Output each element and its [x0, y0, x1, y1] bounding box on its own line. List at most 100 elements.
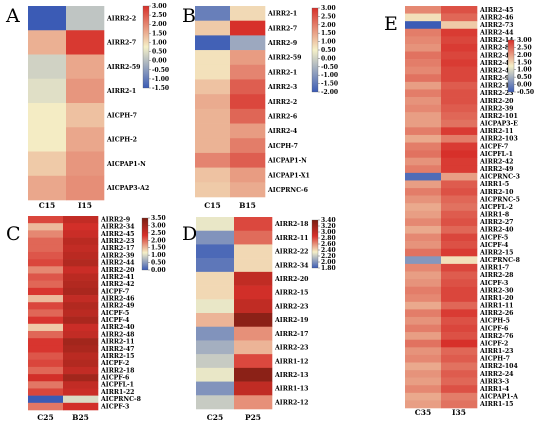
heatmap-cell [28, 244, 64, 253]
heatmap-cell [441, 150, 478, 158]
heatmap-cell [230, 79, 266, 95]
heatmap-cell [441, 21, 478, 30]
heatmap-cell [196, 326, 235, 341]
heatmap-cell [441, 165, 478, 174]
row-label: AICPF-3 [100, 403, 129, 410]
heatmap-cell [405, 28, 442, 37]
colorbar-tick-label: 0.50 [151, 260, 166, 267]
heatmap-cell [441, 142, 478, 151]
panel-e: EAIRR2-45AIRR2-46AIRR2-73AIRR2-44AIRR2-1… [384, 6, 534, 417]
heatmap-cell [441, 104, 478, 113]
heatmap-cell [196, 367, 235, 382]
colorbar-tick-label: 3.20 [321, 223, 336, 230]
heatmap-cell [234, 285, 273, 300]
colorbar-tick-label: 3.00 [321, 5, 336, 12]
heatmap-cell [63, 309, 99, 317]
heatmap-cell [63, 395, 99, 404]
row-label: AIRR2-44 [100, 260, 135, 267]
heatmap-cell [405, 112, 442, 121]
colorbar-tick-label: 0.50 [321, 47, 336, 54]
row-label: AIRR2-1 [267, 11, 297, 18]
heatmap-cell [28, 230, 64, 238]
column-label: I35 [452, 408, 466, 417]
heatmap-cell [405, 385, 442, 394]
row-label: AIRR2-101 [479, 113, 518, 120]
colorbar-tick-label: 2.80 [321, 235, 336, 242]
heatmap-cell [196, 395, 235, 410]
heatmap-cell [63, 287, 99, 296]
panel-b: B AIRR2-1 AIRR2-7 AIRR2-9 AIRR2-59 AIRR2-1 AIR… [182, 5, 338, 210]
row-label: AIRR2-42 [100, 281, 134, 288]
row-label: AIRR2-45 [100, 231, 134, 238]
heatmap-cell [66, 54, 105, 80]
heatmap-cell [405, 233, 442, 242]
row-label: AIRR2-47 [479, 52, 513, 59]
heatmap-cell [441, 89, 478, 98]
heatmap-cell [66, 127, 105, 152]
colorbar-tick-label: -1.50 [152, 85, 169, 92]
heatmap-cell [441, 370, 478, 378]
heatmap-cell [405, 370, 442, 378]
panel-c: C AIRR2-9AIRR2-34AIRR2-45AIRR2-23AIRR2-17… [6, 215, 166, 422]
column-label: C25 [37, 413, 53, 422]
row-label: AICPRNC-6 [267, 187, 308, 194]
row-label: AICPAP1-N [267, 158, 307, 165]
heatmap-cell [405, 66, 442, 75]
heatmap-cell [405, 332, 442, 341]
row-label: AICPFL-2 [479, 204, 513, 211]
row-label: AIRR1-11 [479, 303, 513, 310]
colorbar-tick-label: -2.00 [321, 89, 338, 96]
heatmap-cell [405, 104, 442, 113]
heatmap-cell [405, 248, 442, 257]
heatmap-cell [405, 241, 442, 250]
heatmap-cell [195, 50, 231, 66]
heatmap-cell [63, 352, 99, 361]
heatmap-cell [63, 330, 99, 339]
row-label: AICPAP3-A2 [106, 185, 149, 192]
heatmap-cell [405, 377, 442, 386]
heatmap-cell [230, 6, 266, 21]
heatmap-cell [63, 251, 99, 260]
colorbar-tick-label: -1.50 [321, 81, 338, 88]
heatmap-cell [28, 223, 64, 231]
row-label: AIRR2-2 [267, 99, 297, 106]
row-label: AICPRNC-8 [100, 396, 141, 403]
heatmap-cell [441, 271, 478, 280]
heatmap-cell [28, 266, 64, 274]
heatmap-cell [63, 230, 99, 238]
heatmap-cell [28, 330, 64, 339]
colorbar-tick-label: -0.50 [321, 64, 338, 71]
heatmap-cell [405, 316, 442, 325]
row-label: AIRR2-8 [479, 45, 509, 52]
heatmap-cell [441, 294, 478, 303]
row-label: AICPRNC-8 [479, 257, 520, 264]
colorbar-tick-label: 3.00 [517, 37, 532, 44]
heatmap-cell [441, 59, 478, 67]
row-label: AIRR2-46 [479, 14, 513, 21]
colorbar [507, 39, 515, 93]
row-label: AIRR2-11 [274, 235, 308, 242]
heatmap-cell [405, 21, 442, 30]
heatmap-cell [28, 216, 64, 224]
row-label: AIRR2-11 [100, 339, 134, 346]
row-label: AIRR2-4 [267, 128, 298, 135]
colorbar-tick-label: 0.00 [151, 267, 166, 274]
heatmap-cell [441, 172, 478, 181]
row-label: AIRR2-103 [479, 136, 518, 143]
panel-letter: E [384, 13, 398, 35]
heatmap-cell [63, 237, 99, 246]
heatmap-cell [195, 6, 231, 21]
heatmap-cell [441, 377, 478, 386]
heatmap-cell [405, 271, 442, 280]
heatmap-cell [405, 400, 442, 409]
heatmap-cell [28, 151, 67, 177]
heatmap-cell [230, 50, 266, 66]
heatmap-cell [28, 237, 64, 246]
panel-d: D AIRR2-18 AIRR2-11 AIRR2-22 AIRR2-34 AIRR2-2… [182, 217, 336, 422]
row-label: AIRR2-15 [100, 353, 134, 360]
heatmap-cell [405, 225, 442, 234]
colorbar-tick-label: 3.40 [321, 217, 336, 224]
panel-letter: D [182, 223, 197, 245]
heatmap-cell [195, 182, 231, 198]
heatmap-cell [441, 180, 478, 189]
